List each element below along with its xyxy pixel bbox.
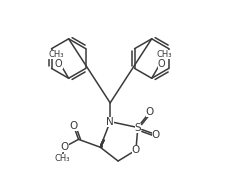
Text: CH₃: CH₃ [157,50,172,59]
Text: S: S [134,123,141,132]
Text: O: O [55,59,62,70]
Text: O: O [152,130,160,140]
Text: CH₃: CH₃ [55,154,70,163]
Text: O: O [70,120,78,131]
Text: N: N [106,117,114,127]
Text: O: O [146,107,154,117]
Text: CH₃: CH₃ [48,50,64,59]
Text: O: O [132,145,140,155]
Text: O: O [60,142,69,152]
Text: O: O [158,59,166,70]
